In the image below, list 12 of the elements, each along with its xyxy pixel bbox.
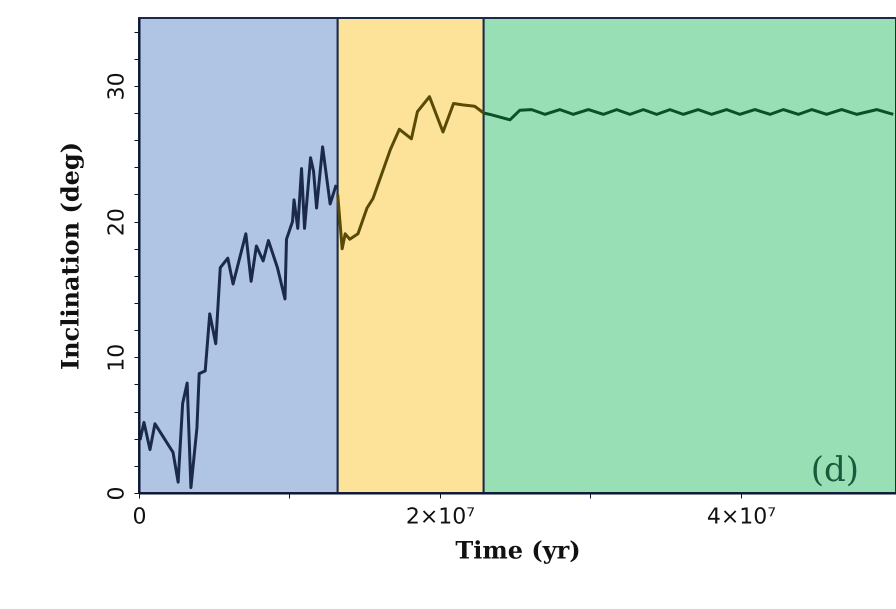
x-tick-label: 2×10⁷ [406, 504, 476, 530]
x-tick-label: 4×10⁷ [706, 504, 776, 530]
y-tick-label: 10 [104, 344, 130, 372]
line-series [336, 95, 486, 250]
y-tick-label: 20 [104, 208, 130, 236]
x-tick-label: 0 [132, 504, 146, 530]
annotation: (d) [810, 450, 859, 490]
line-series [482, 108, 895, 122]
y-axis-title: Inclination (deg) [56, 142, 84, 370]
y-tick-label: 30 [104, 72, 130, 100]
y-tick-label: 0 [104, 486, 130, 500]
x-axis-title: Time (yr) [455, 536, 581, 564]
